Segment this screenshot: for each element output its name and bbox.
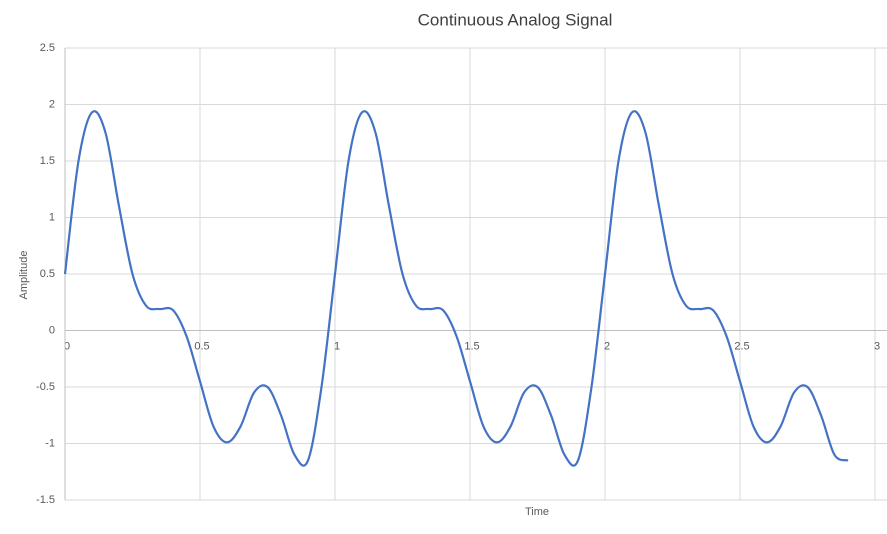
y-tick-label: 0.5	[40, 268, 55, 280]
signal-line	[63, 110, 849, 467]
x-tick-label: 0.5	[194, 340, 209, 352]
x-tick-label: 0	[64, 340, 70, 352]
y-tick-label: 1.5	[40, 155, 55, 167]
x-axis-label: Time	[525, 506, 549, 518]
x-tick-label: 2.5	[734, 340, 749, 352]
x-tick-label: 1.5	[464, 340, 479, 352]
y-tick-label: 2	[49, 98, 55, 110]
x-tick-label: 1	[334, 340, 340, 352]
y-tick-label: 1	[49, 211, 55, 223]
y-tick-label: -0.5	[36, 381, 55, 393]
y-tick-label: 2.5	[40, 42, 55, 54]
x-tick-label: 2	[604, 340, 610, 352]
y-tick-label: 0	[49, 324, 55, 336]
y-axis-label: Amplitude	[18, 251, 30, 300]
x-tick-label: 3	[874, 340, 880, 352]
y-tick-label: -1	[45, 437, 55, 449]
y-tick-label: -1.5	[36, 494, 55, 506]
chart-title: Continuous Analog Signal	[418, 10, 613, 29]
